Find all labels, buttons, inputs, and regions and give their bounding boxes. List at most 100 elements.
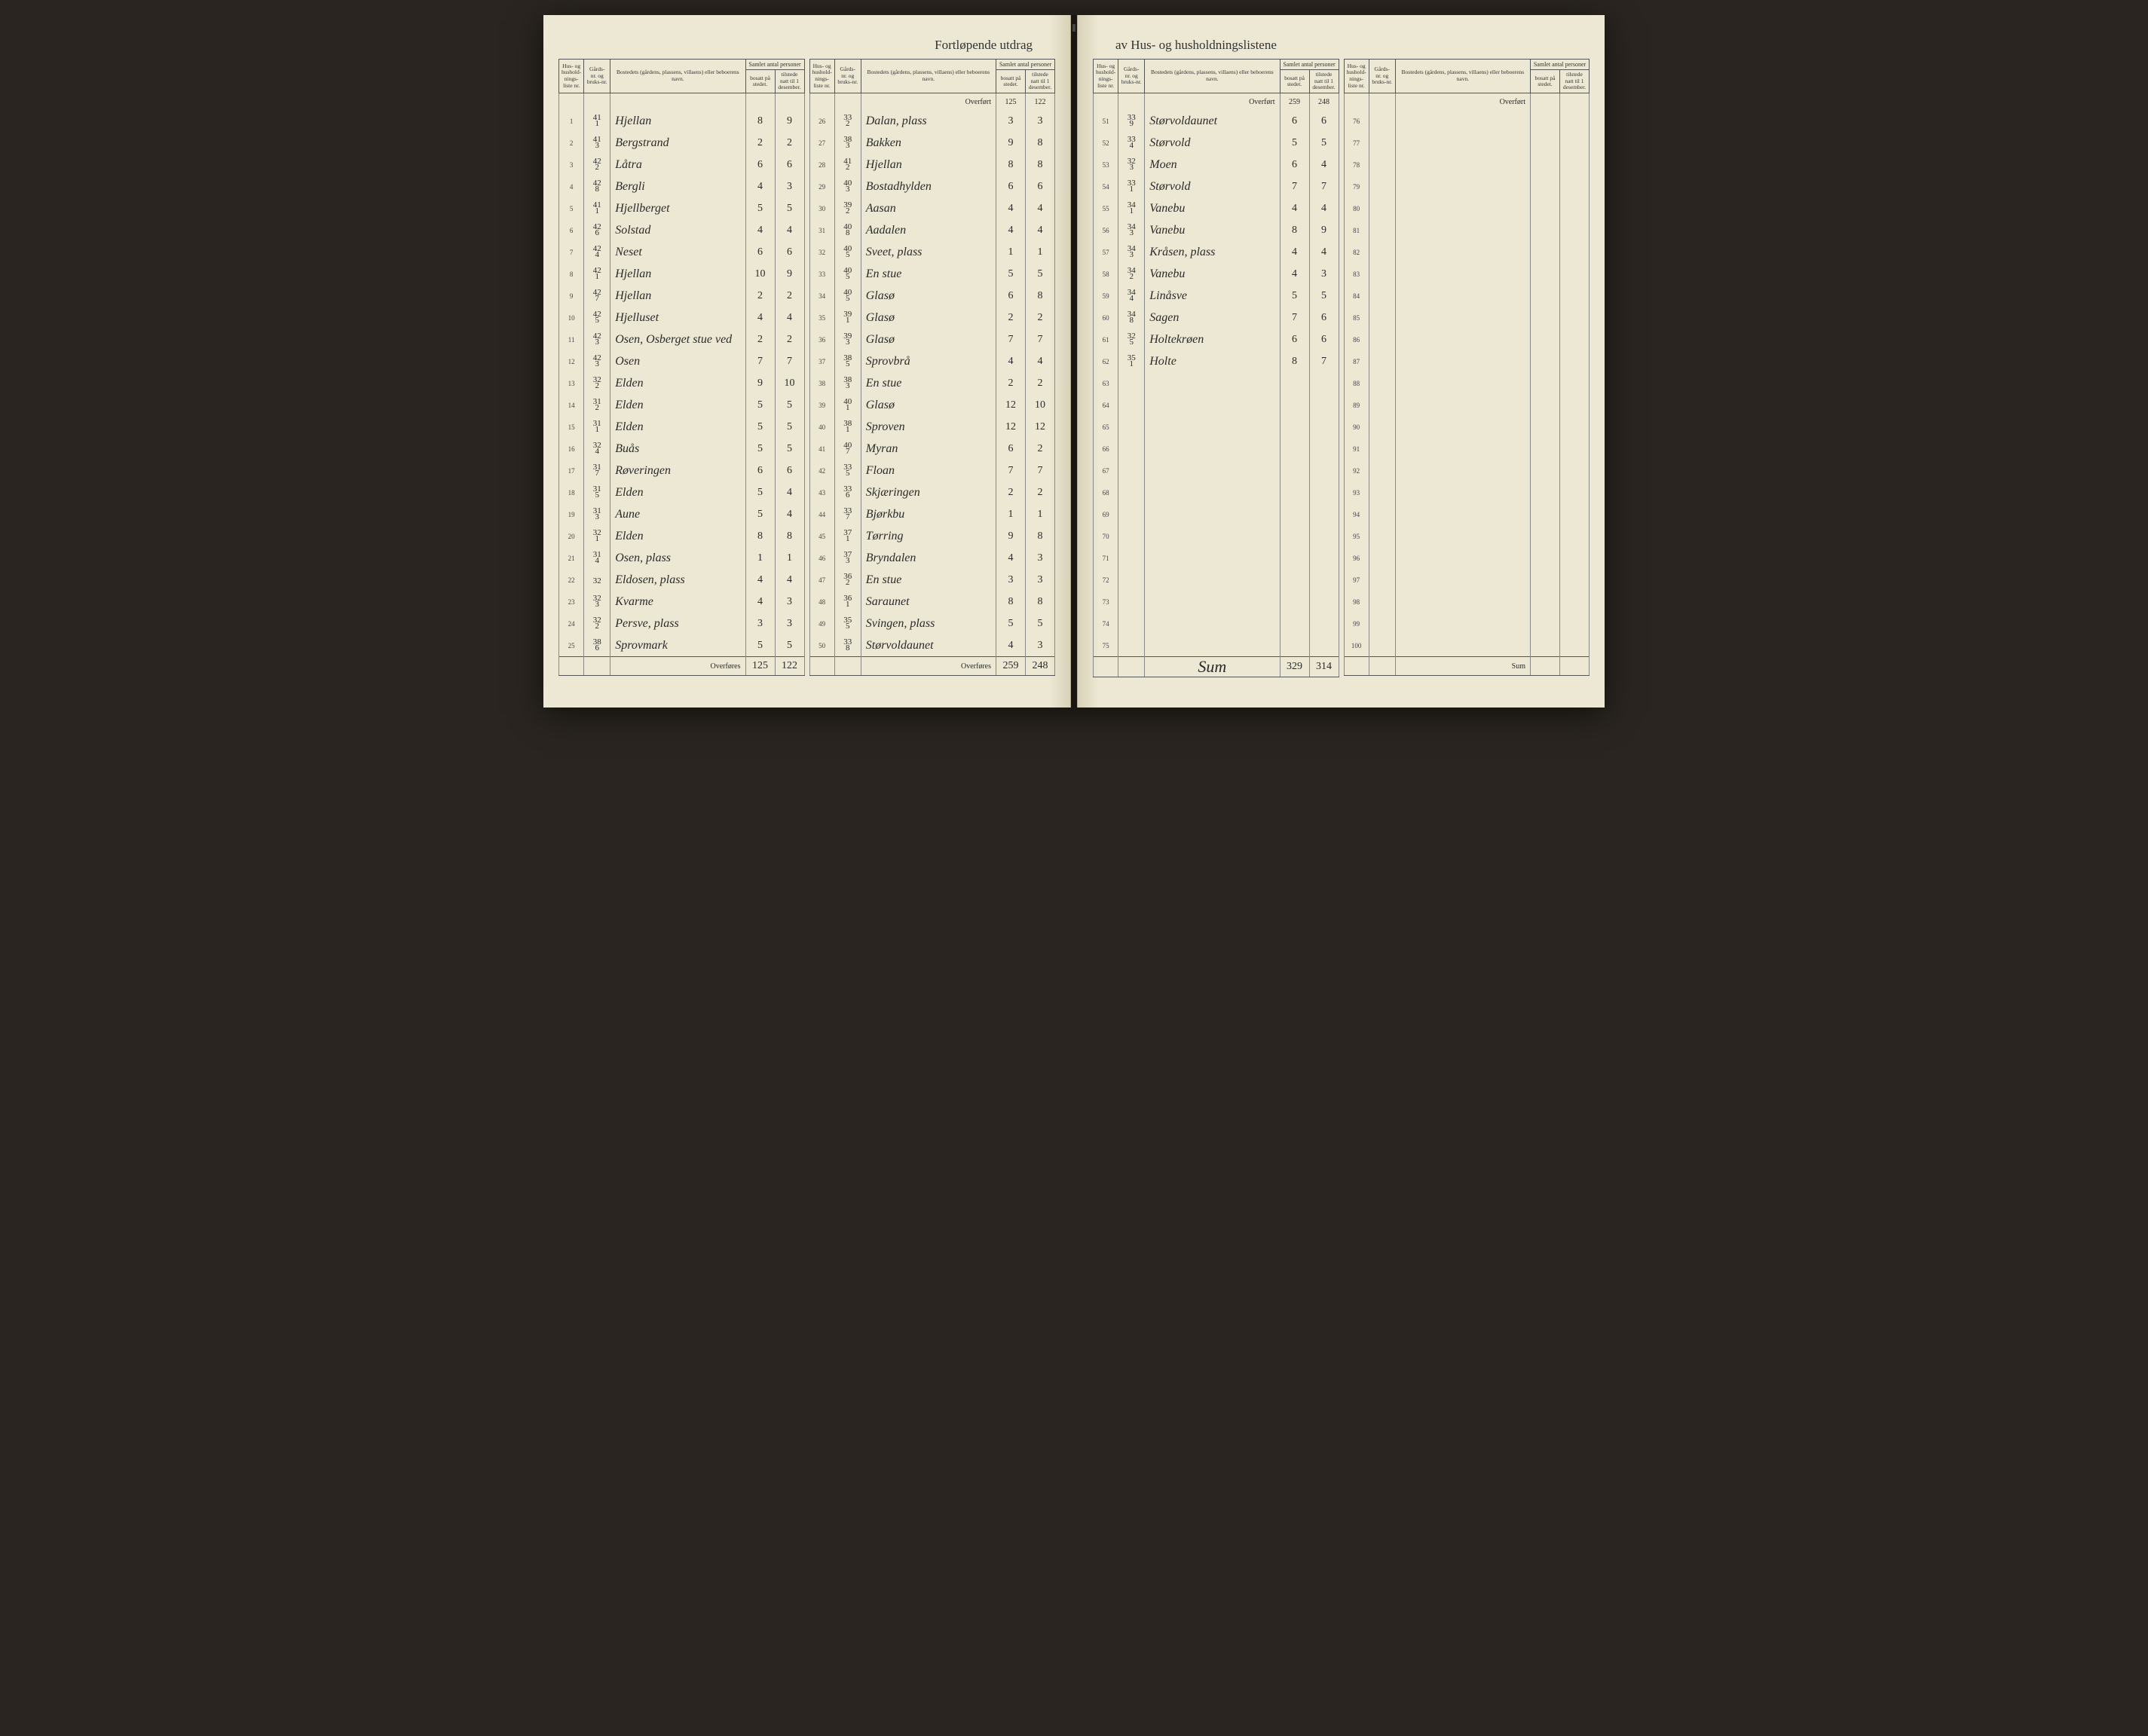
bosatt-count (1280, 525, 1309, 547)
bosatt-count: 7 (996, 329, 1026, 350)
bosted-name: Glasø (861, 285, 996, 307)
gard-number: 321 (584, 525, 610, 547)
row-number: 76 (1344, 110, 1369, 132)
row-number: 87 (1344, 350, 1369, 372)
gard-number: 311 (584, 416, 610, 438)
bosted-name (1395, 176, 1530, 197)
row-number: 33 (809, 263, 834, 285)
ledger-row: 58342Vanebu43 (1094, 263, 1339, 285)
row-number: 40 (809, 416, 834, 438)
gard-number: 343 (1118, 241, 1145, 263)
row-number: 58 (1094, 263, 1118, 285)
table-header: Hus- og hushold-nings-liste nr. Gårds-nr… (1094, 60, 1339, 93)
row-number: 44 (809, 503, 834, 525)
row-number: 55 (1094, 197, 1118, 219)
ledger-row: 23323Kvarme43 (559, 591, 805, 613)
row-number: 35 (809, 307, 834, 329)
spacer-row: Overført (1344, 93, 1590, 111)
bosatt-count: 3 (996, 110, 1026, 132)
ledger-row: 82 (1344, 241, 1590, 263)
tilstede-count: 6 (1026, 176, 1055, 197)
bosatt-count: 6 (1280, 154, 1309, 176)
ledger-row: 36393Glasø77 (809, 329, 1055, 350)
ledger-row: 49355Svingen, plass55 (809, 613, 1055, 634)
bosted-name (1145, 394, 1280, 416)
gard-number: 383 (834, 132, 861, 154)
row-number: 3 (559, 154, 584, 176)
tilstede-count: 5 (775, 634, 804, 657)
row-number: 71 (1094, 547, 1118, 569)
ledger-row: 61325Holtekrøen66 (1094, 329, 1339, 350)
gard-number: 355 (834, 613, 861, 634)
row-number: 39 (809, 394, 834, 416)
row-number: 69 (1094, 503, 1118, 525)
tilstede-count (1560, 197, 1590, 219)
gard-number (1118, 569, 1145, 591)
row-number: 34 (809, 285, 834, 307)
bosatt-count (1531, 591, 1560, 613)
gard-number (1369, 154, 1395, 176)
gard-number (1369, 241, 1395, 263)
bosatt-count (1531, 460, 1560, 481)
table-header: Hus- og hushold-nings-liste nr. Gårds-nr… (559, 60, 805, 93)
gard-number: 344 (1118, 285, 1145, 307)
ledger-row: 90 (1344, 416, 1590, 438)
bosatt-count: 9 (745, 372, 775, 394)
ledger-row: 40381Sproven1212 (809, 416, 1055, 438)
tilstede-count: 9 (775, 263, 804, 285)
hdr-gard: Gårds-nr. og bruks-nr. (1369, 60, 1395, 93)
tilstede-count (1309, 503, 1339, 525)
bosatt-count (1531, 285, 1560, 307)
gard-number: 424 (584, 241, 610, 263)
tilstede-count (1560, 219, 1590, 241)
bosted-name (1145, 438, 1280, 460)
ledger-row: 78 (1344, 154, 1590, 176)
ledger-row: 51339Størvoldaunet66 (1094, 110, 1339, 132)
ledger-row: 28412Hjellan88 (809, 154, 1055, 176)
gard-number: 407 (834, 438, 861, 460)
bosted-name (1145, 569, 1280, 591)
row-number: 10 (559, 307, 584, 329)
gard-number: 392 (834, 197, 861, 219)
bosted-name (1145, 503, 1280, 525)
bosatt-count: 2 (996, 307, 1026, 329)
ledger-row: 45371Tørring98 (809, 525, 1055, 547)
bosatt-count: 5 (745, 197, 775, 219)
tilstede-count (1560, 591, 1590, 613)
tilstede-count (1309, 547, 1339, 569)
tilstede-count: 1 (1026, 503, 1055, 525)
tilstede-count: 2 (1026, 481, 1055, 503)
bosatt-count: 4 (996, 197, 1026, 219)
tilstede-count: 6 (775, 460, 804, 481)
tilstede-count: 4 (1026, 197, 1055, 219)
bosted-name (1395, 569, 1530, 591)
ledger-row: 62351Holte87 (1094, 350, 1339, 372)
bosatt-count: 5 (996, 263, 1026, 285)
ledger-row: 57343Kråsen, plass44 (1094, 241, 1339, 263)
hdr-samlet: Samlet antal personer (1531, 60, 1590, 70)
gard-number: 312 (584, 394, 610, 416)
tilstede-count: 8 (775, 525, 804, 547)
row-number: 4 (559, 176, 584, 197)
row-number: 66 (1094, 438, 1118, 460)
ledger-row: 5411Hjellberget55 (559, 197, 805, 219)
ledger-row: 92 (1344, 460, 1590, 481)
bosatt-count: 4 (745, 176, 775, 197)
row-number: 68 (1094, 481, 1118, 503)
ledger-row: 29403Bostadhylden66 (809, 176, 1055, 197)
gard-number (1369, 329, 1395, 350)
tilstede-count: 5 (1026, 263, 1055, 285)
ledger-row: 74 (1094, 613, 1339, 634)
bosatt-count: 4 (745, 307, 775, 329)
ledger-row: 18315Elden54 (559, 481, 805, 503)
bosatt-count (1531, 241, 1560, 263)
gard-number: 351 (1118, 350, 1145, 372)
row-number: 21 (559, 547, 584, 569)
row-number: 16 (559, 438, 584, 460)
row-number: 60 (1094, 307, 1118, 329)
bosatt-count: 5 (745, 438, 775, 460)
bosted-name (1395, 613, 1530, 634)
gard-number: 393 (834, 329, 861, 350)
row-number: 93 (1344, 481, 1369, 503)
gard-number (1369, 197, 1395, 219)
